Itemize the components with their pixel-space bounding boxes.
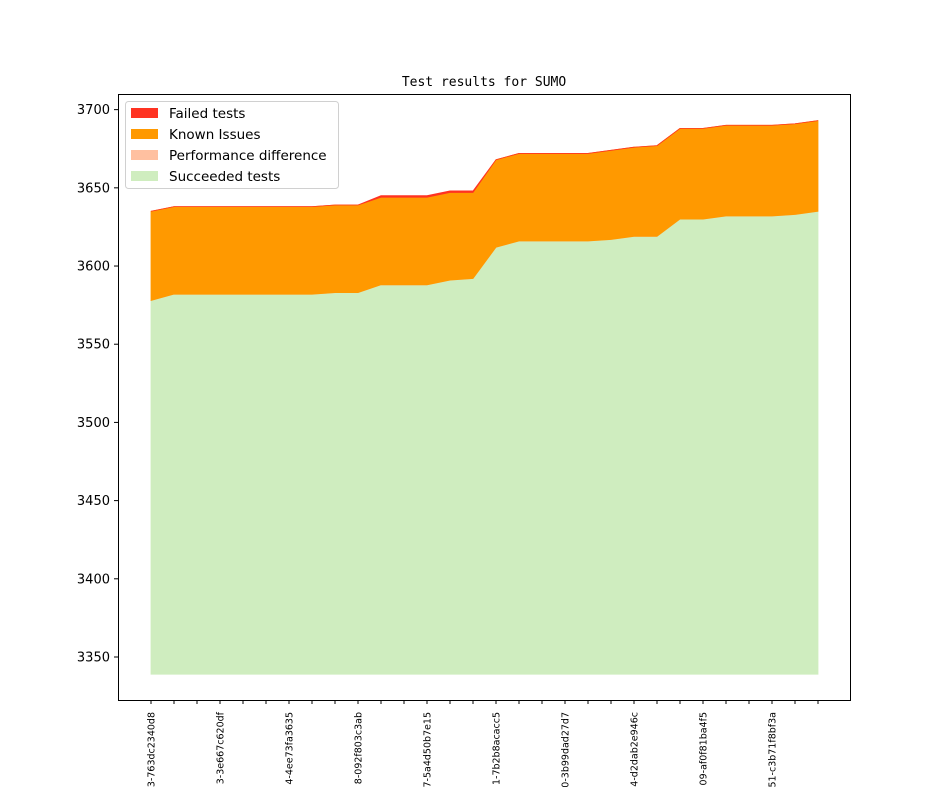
x-axis: 3-763dc2340d8 3-3e667c620df 4-4ee73fa3635 8… (147, 700, 819, 787)
x-tick-label: 51-c3b71f8bf3a (768, 712, 779, 787)
area-layers (150, 120, 819, 675)
x-tick-label: 09-af0f81ba4f5 (699, 712, 710, 785)
x-tick-label: 3-763dc2340d8 (147, 712, 158, 787)
x-tick-label: 8-092f803c3ab (354, 712, 365, 784)
y-tick-label: 3550 (77, 338, 110, 353)
x-tick-label: 3-3e667c620df (216, 711, 227, 784)
legend-label: Failed tests (169, 106, 245, 122)
y-tick-label: 3600 (77, 260, 110, 275)
x-tick-label: 0-3b99dad27d7 (561, 712, 572, 787)
x-tick-label: 4-4ee73fa3635 (285, 712, 296, 785)
legend-swatch (131, 108, 158, 118)
x-tick-label: 7-5a4d50b7e15 (423, 712, 434, 787)
plot-frame (118, 94, 851, 701)
legend-label: Known Issues (169, 127, 261, 143)
y-axis: 3350 3400 3450 3500 3550 3600 3650 3700 (77, 103, 118, 665)
legend-label: Performance difference (169, 148, 327, 164)
x-tick-label: 1-7b2b8acacc5 (492, 712, 503, 785)
legend-swatch (131, 171, 158, 181)
area-failed-tests (150, 120, 819, 212)
legend-label: Succeeded tests (169, 169, 280, 185)
legend-swatch (131, 129, 158, 139)
y-tick-label: 3450 (77, 494, 110, 509)
chart-title: Test results for SUMO (402, 75, 567, 90)
y-tick-label: 3500 (77, 416, 110, 431)
legend: Failed tests Known Issues Performance diff… (125, 101, 339, 189)
y-tick-label: 3650 (77, 181, 110, 196)
y-tick-label: 3400 (77, 572, 110, 587)
y-tick-label: 3700 (77, 103, 110, 118)
legend-swatch (131, 150, 158, 160)
y-tick-label: 3350 (77, 650, 110, 665)
x-tick-label: 4-d2dab2e946c (630, 712, 641, 787)
legend-box (125, 101, 339, 189)
